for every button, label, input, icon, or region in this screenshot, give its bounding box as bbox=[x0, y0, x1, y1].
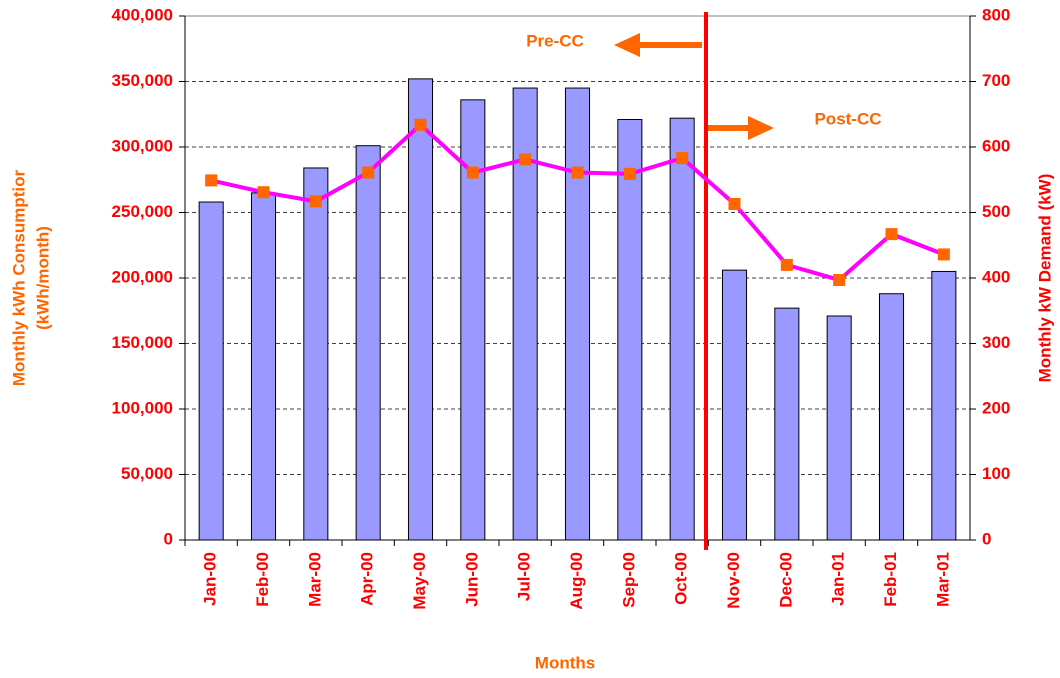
x-axis-title: Months bbox=[535, 653, 595, 672]
marker bbox=[780, 258, 793, 271]
x-tick-label: May-00 bbox=[410, 552, 429, 610]
marker bbox=[623, 167, 636, 180]
bar bbox=[564, 87, 591, 541]
y2-tick-label: 0 bbox=[982, 529, 991, 548]
bar bbox=[407, 78, 434, 541]
x-tick-label: Jul-00 bbox=[515, 552, 534, 601]
marker bbox=[571, 166, 584, 179]
y2-tick-label: 700 bbox=[982, 71, 1010, 90]
x-tick-label: Aug-00 bbox=[567, 552, 586, 610]
marker bbox=[676, 152, 689, 165]
post-arrow bbox=[708, 116, 774, 140]
marker bbox=[205, 174, 218, 187]
y-tick-label: 50,000 bbox=[121, 464, 173, 483]
marker bbox=[937, 248, 950, 261]
x-tick-label: Mar-01 bbox=[933, 552, 952, 607]
y2-tick-label: 800 bbox=[982, 5, 1010, 24]
x-tick-label: Oct-00 bbox=[672, 552, 691, 605]
x-tick-label: Mar-00 bbox=[305, 552, 324, 607]
marker bbox=[257, 186, 270, 199]
x-tick-label: Apr-00 bbox=[358, 552, 377, 606]
y2-tick-label: 100 bbox=[982, 464, 1010, 483]
x-tick-label: Feb-00 bbox=[253, 552, 272, 607]
y2-tick-label: 500 bbox=[982, 202, 1010, 221]
x-tick-label: Dec-00 bbox=[776, 552, 795, 608]
y-tick-label: 300,000 bbox=[112, 136, 173, 155]
bar bbox=[721, 269, 748, 541]
y-tick-label: 100,000 bbox=[112, 398, 173, 417]
bar bbox=[669, 117, 695, 541]
x-tick-label: Sep-00 bbox=[619, 552, 638, 608]
annotation: Post-CC bbox=[814, 109, 881, 128]
pre-arrow bbox=[614, 33, 702, 57]
y2-tick-label: 300 bbox=[982, 333, 1010, 352]
marker bbox=[885, 228, 898, 241]
y-tick-label: 0 bbox=[164, 529, 173, 548]
y2-tick-label: 400 bbox=[982, 267, 1010, 286]
annotation: Pre-CC bbox=[526, 31, 584, 50]
y-tick-label: 400,000 bbox=[112, 5, 173, 24]
bar bbox=[826, 315, 852, 541]
x-tick-label: Jun-00 bbox=[462, 552, 481, 607]
y-tick-label: 250,000 bbox=[112, 202, 173, 221]
bar bbox=[250, 192, 277, 541]
y-tick-label: 150,000 bbox=[112, 333, 173, 352]
y-axis-title: (kWh/month) bbox=[33, 226, 52, 330]
y-axis-title: Monthly kWh Consumptior bbox=[9, 169, 28, 386]
x-tick-label: Nov-00 bbox=[724, 552, 743, 609]
bar bbox=[931, 270, 957, 541]
x-tick-label: Jan-00 bbox=[201, 552, 220, 606]
marker bbox=[833, 273, 846, 286]
marker bbox=[414, 118, 427, 131]
marker bbox=[728, 197, 741, 210]
bar bbox=[617, 118, 643, 541]
bar bbox=[774, 307, 800, 541]
marker bbox=[362, 166, 375, 179]
marker bbox=[309, 195, 322, 208]
y-tick-label: 350,000 bbox=[112, 71, 173, 90]
bar bbox=[878, 293, 905, 541]
x-tick-label: Jan-01 bbox=[829, 552, 848, 606]
marker bbox=[466, 166, 479, 179]
y2-tick-label: 600 bbox=[982, 136, 1010, 155]
bar bbox=[355, 145, 381, 541]
bar bbox=[198, 201, 224, 541]
x-tick-label: Feb-01 bbox=[881, 552, 900, 607]
bar bbox=[303, 167, 329, 541]
marker bbox=[519, 153, 532, 166]
bars bbox=[198, 78, 957, 541]
y-tick-label: 200,000 bbox=[112, 267, 173, 286]
y2-axis-title: Monthly kW Demand (kW) bbox=[1035, 174, 1054, 383]
y2-tick-label: 200 bbox=[982, 398, 1010, 417]
